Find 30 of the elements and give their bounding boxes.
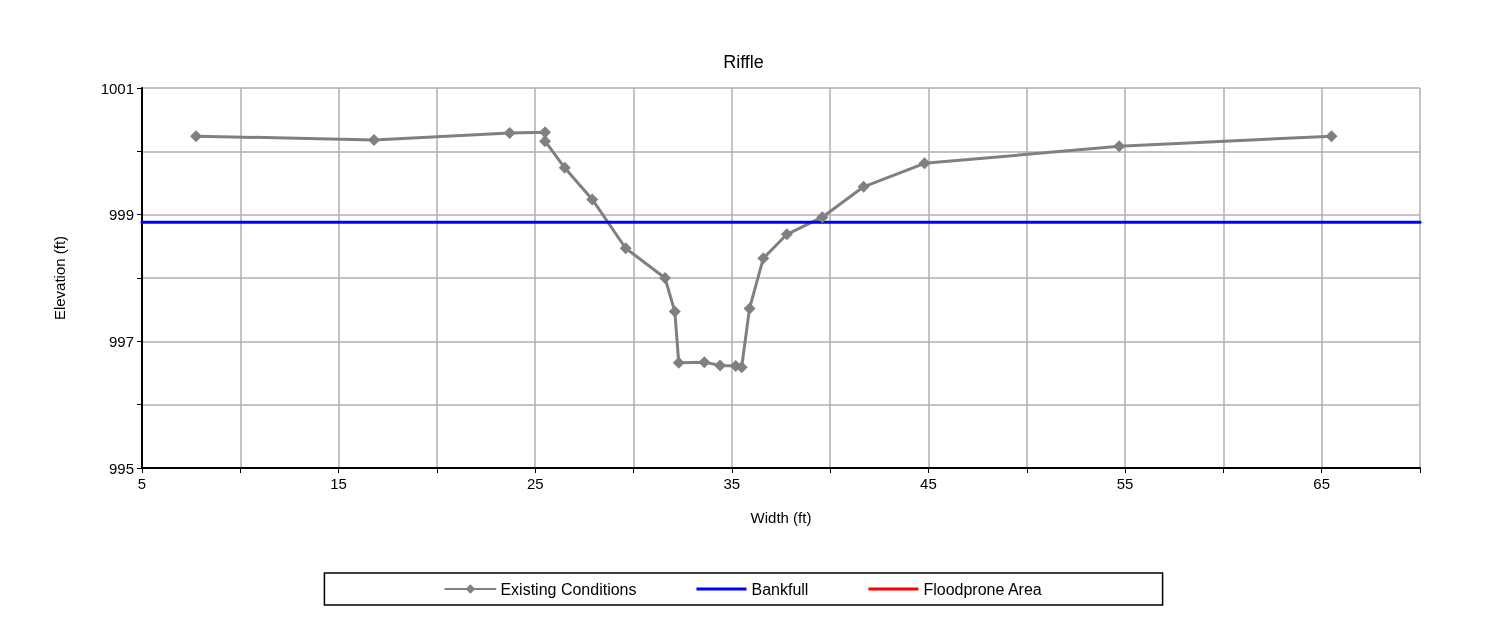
legend-label: Bankfull [751,580,809,598]
y-tick-label: 995 [108,459,134,477]
point [780,228,793,241]
point [672,356,685,369]
legend-label: Existing Conditions [500,580,637,598]
x-tick-label: 55 [1116,475,1134,492]
x-tick-label: 25 [526,475,544,492]
y-tick-label: 997 [108,332,134,350]
point [668,305,681,318]
x-axis-title: Width (ft) [750,509,812,526]
point [857,180,870,193]
point [918,157,931,170]
x-tick-label: 5 [137,475,147,492]
chart-title: Riffle [723,52,764,72]
y-tick-label: 999 [108,206,134,224]
y-axis-title: Elevation (ft) [51,235,68,321]
point [586,193,599,206]
point [757,252,770,265]
y-tick-label: 1001 [100,79,134,97]
point [816,211,829,224]
point [558,161,571,174]
x-tick-label: 45 [920,475,937,492]
point [743,302,756,315]
x-tick-label: 65 [1313,475,1331,492]
point [659,272,671,284]
x-tick-label: 35 [723,475,741,492]
point [698,356,711,369]
point [619,242,632,255]
legend-label: Floodprone Area [923,580,1042,598]
x-tick-label: 15 [330,475,347,492]
